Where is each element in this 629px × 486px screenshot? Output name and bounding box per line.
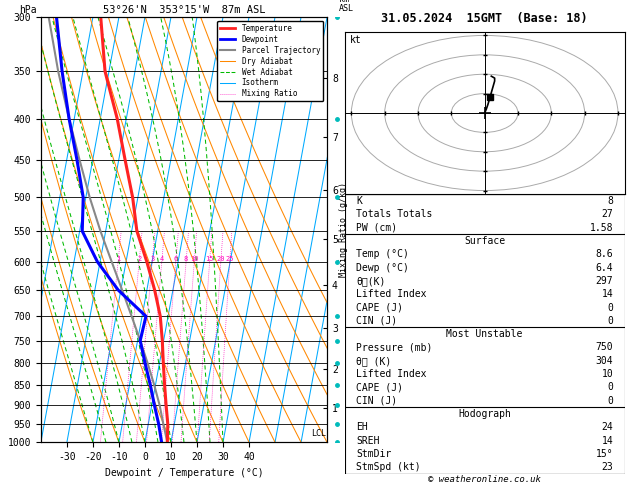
- Text: θᴁ (K): θᴁ (K): [356, 356, 391, 366]
- Text: 31.05.2024  15GMT  (Base: 18): 31.05.2024 15GMT (Base: 18): [381, 12, 588, 25]
- Text: 15°: 15°: [596, 449, 613, 459]
- Text: 8: 8: [608, 196, 613, 206]
- Text: 10: 10: [602, 369, 613, 379]
- Text: StmDir: StmDir: [356, 449, 391, 459]
- Text: Mixing Ratio (g/kg): Mixing Ratio (g/kg): [338, 182, 348, 277]
- Text: Temp (°C): Temp (°C): [356, 249, 409, 260]
- Text: 14: 14: [602, 289, 613, 299]
- Title: 53°26'N  353°15'W  87m ASL: 53°26'N 353°15'W 87m ASL: [103, 5, 265, 15]
- Text: 14: 14: [602, 435, 613, 446]
- Text: 24: 24: [602, 422, 613, 432]
- Text: 1.58: 1.58: [590, 223, 613, 233]
- Text: 15: 15: [205, 256, 214, 262]
- Text: 297: 297: [596, 276, 613, 286]
- Text: 20: 20: [216, 256, 225, 262]
- Text: Lifted Index: Lifted Index: [356, 289, 426, 299]
- Text: 0: 0: [608, 382, 613, 392]
- Text: Pressure (mb): Pressure (mb): [356, 343, 432, 352]
- Text: 23: 23: [602, 462, 613, 472]
- Text: 2: 2: [137, 256, 142, 262]
- Text: 6.4: 6.4: [596, 262, 613, 273]
- Text: 8: 8: [184, 256, 188, 262]
- Text: CIN (J): CIN (J): [356, 396, 397, 406]
- Text: LCL: LCL: [311, 429, 326, 438]
- Text: EH: EH: [356, 422, 367, 432]
- Text: Most Unstable: Most Unstable: [447, 329, 523, 339]
- Text: 25: 25: [226, 256, 234, 262]
- Text: 0: 0: [608, 396, 613, 406]
- Text: Hodograph: Hodograph: [458, 409, 511, 419]
- Text: 8.6: 8.6: [596, 249, 613, 260]
- X-axis label: Dewpoint / Temperature (°C): Dewpoint / Temperature (°C): [104, 468, 264, 478]
- Text: 3: 3: [150, 256, 154, 262]
- Text: 1: 1: [116, 256, 120, 262]
- Text: © weatheronline.co.uk: © weatheronline.co.uk: [428, 475, 541, 484]
- Text: SREH: SREH: [356, 435, 379, 446]
- Text: 304: 304: [596, 356, 613, 366]
- Text: Surface: Surface: [464, 236, 505, 246]
- Text: 750: 750: [596, 343, 613, 352]
- Text: CAPE (J): CAPE (J): [356, 302, 403, 312]
- Text: kt: kt: [350, 35, 362, 45]
- Text: CIN (J): CIN (J): [356, 316, 397, 326]
- Text: 4: 4: [160, 256, 164, 262]
- Text: 6: 6: [174, 256, 178, 262]
- Text: PW (cm): PW (cm): [356, 223, 397, 233]
- Text: 0: 0: [608, 302, 613, 312]
- Text: km
ASL: km ASL: [338, 0, 353, 13]
- Text: Totals Totals: Totals Totals: [356, 209, 432, 219]
- Legend: Temperature, Dewpoint, Parcel Trajectory, Dry Adiabat, Wet Adiabat, Isotherm, Mi: Temperature, Dewpoint, Parcel Trajectory…: [217, 21, 323, 102]
- Text: K: K: [356, 196, 362, 206]
- Text: CAPE (J): CAPE (J): [356, 382, 403, 392]
- Text: 0: 0: [608, 316, 613, 326]
- Text: Dewp (°C): Dewp (°C): [356, 262, 409, 273]
- Text: Lifted Index: Lifted Index: [356, 369, 426, 379]
- Text: hPa: hPa: [19, 5, 37, 15]
- Text: 27: 27: [602, 209, 613, 219]
- Text: θᴁ(K): θᴁ(K): [356, 276, 386, 286]
- Text: StmSpd (kt): StmSpd (kt): [356, 462, 421, 472]
- Text: 10: 10: [190, 256, 199, 262]
